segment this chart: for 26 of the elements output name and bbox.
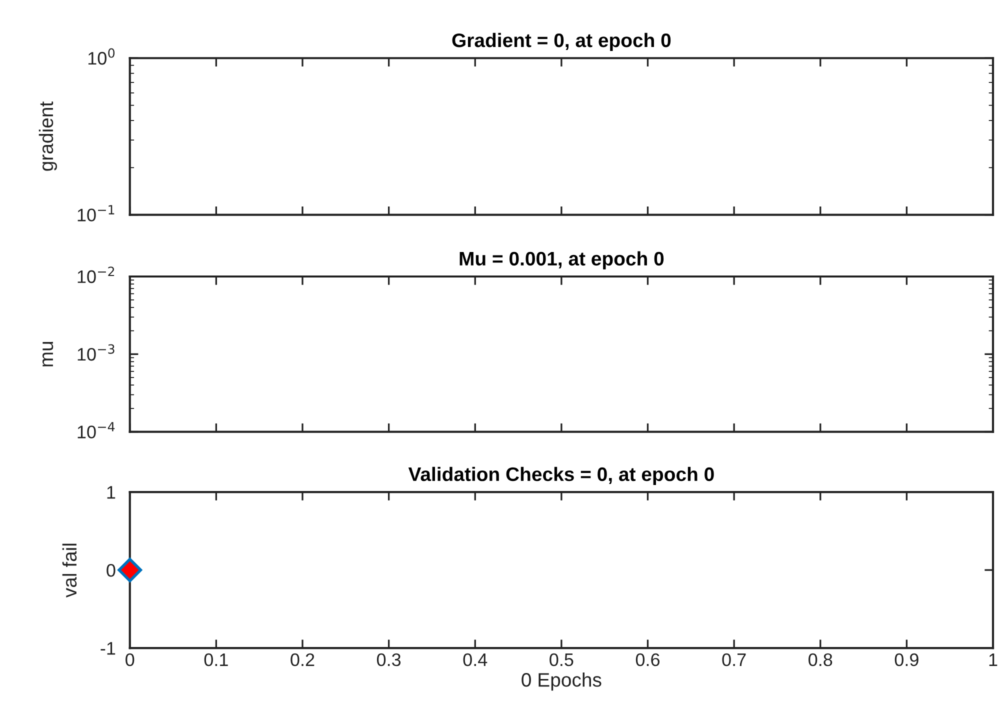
y-tick-label: 10$^{−1}$ [78, 205, 114, 222]
x-tick-label: 0.6 [636, 653, 660, 666]
y-tick-label: 0 [106, 564, 116, 577]
x-tick-label: 0.5 [550, 653, 574, 666]
x-axis-title: 0 Epochs [522, 672, 602, 691]
chart-title: Validation Checks = 0, at epoch 0 [408, 466, 714, 485]
x-tick-label: 0.3 [376, 653, 401, 666]
y-axis-title: mu [42, 342, 54, 366]
y-axis-title: val fail [62, 544, 77, 598]
y-tick-label: 1 [107, 486, 116, 499]
x-tick-label: 0 [126, 653, 134, 666]
x-tick-label: 0.8 [808, 653, 832, 666]
x-tick-label: 0.2 [290, 653, 314, 666]
x-tick-label: 0.9 [894, 653, 918, 666]
y-tick-label: 10$^{−3}$ [78, 344, 114, 361]
x-tick-label: 0.4 [463, 653, 488, 666]
x-tick-label: 1 [989, 654, 998, 666]
y-tick-label: -1 [100, 642, 116, 655]
y-tick-label: 10$^{−4}$ [78, 422, 115, 438]
x-tick-label: 0.7 [722, 653, 746, 666]
chart-title: Gradient = 0, at epoch 0 [452, 32, 671, 52]
x-tick-label: 0.1 [204, 653, 228, 666]
chart-title: Mu = 0.001, at epoch 0 [460, 251, 664, 270]
y-axis-title: gradient [38, 101, 57, 171]
y-tick-label: 10$^{0}$ [88, 48, 115, 65]
y-tick-label: 10$^{−2}$ [78, 266, 114, 284]
